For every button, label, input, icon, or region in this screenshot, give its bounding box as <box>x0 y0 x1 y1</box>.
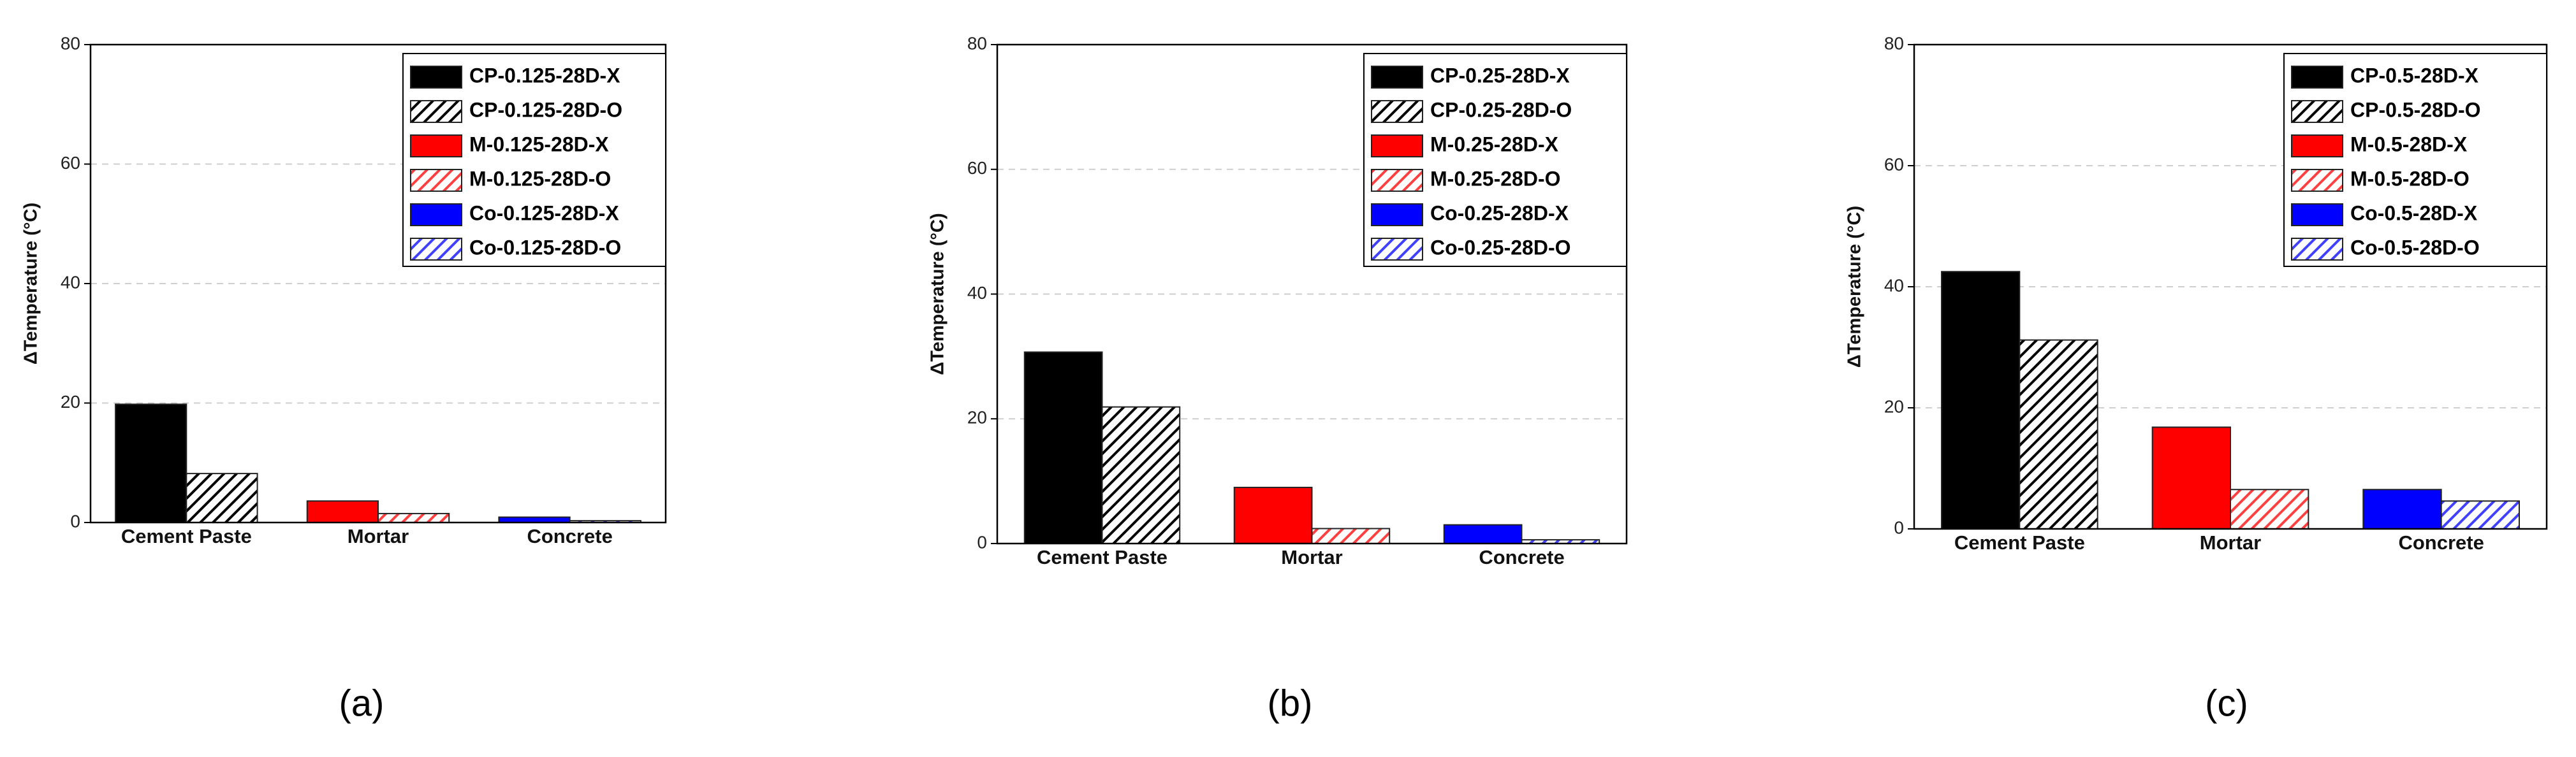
y-tick-label: 0 <box>977 532 987 552</box>
bar <box>186 473 258 523</box>
legend-swatch <box>2291 100 2343 123</box>
y-axis-label: ΔTemperature (°C) <box>21 203 41 364</box>
legend-label: M-0.5-28D-O <box>2350 167 2470 190</box>
bar <box>1233 486 1313 544</box>
y-axis-label: ΔTemperature (°C) <box>928 213 948 375</box>
chart: 0 20 40 60 80 Cement Paste Mortar Concrete ΔTemp… <box>928 33 1628 724</box>
legend-label: M-0.125-28D-O <box>469 167 611 190</box>
legend-label: Co-0.5-28D-O <box>2350 236 2480 259</box>
legend-swatch <box>1371 169 1423 192</box>
legend-swatch <box>2291 169 2343 192</box>
y-tick-label: 80 <box>61 33 80 53</box>
legend-box <box>2283 53 2547 267</box>
plot-frame <box>89 43 667 524</box>
x-tick-label: Mortar <box>2200 531 2261 554</box>
y-tick-label: 40 <box>1884 275 1904 295</box>
x-tick-label: Mortar <box>1281 546 1342 568</box>
legend-swatch <box>410 238 462 261</box>
legend-label: CP-0.25-28D-O <box>1430 98 1572 121</box>
bar <box>2440 500 2521 530</box>
legend-box <box>402 53 666 267</box>
legend-label: Co-0.5-28D-X <box>2350 201 2478 224</box>
y-tick-label: 40 <box>967 283 987 303</box>
caption: (a) <box>339 682 384 724</box>
x-tick-label: Concrete <box>1479 546 1564 568</box>
bar <box>1023 351 1103 544</box>
bar <box>1101 406 1181 544</box>
y-tick-label: 80 <box>1884 33 1904 53</box>
legend: CP-0.25-28D-X CP-0.25-28D-O M-0.25-28D-X M-… <box>1363 53 1627 267</box>
chart: 0 20 40 60 80 Cement Paste Mortar Concrete ΔTemp… <box>1845 33 2548 724</box>
bar <box>1940 271 2021 530</box>
y-tick-label: 40 <box>61 272 80 292</box>
y-tick-label: 20 <box>61 392 80 412</box>
caption: (c) <box>2205 682 2248 724</box>
bar <box>2019 339 2098 530</box>
y-tick-label: 60 <box>1884 154 1904 174</box>
y-tick-label: 60 <box>61 153 80 173</box>
legend-swatch <box>2291 203 2343 226</box>
y-tick-label: 0 <box>1894 517 1904 537</box>
legend-swatch <box>410 203 462 226</box>
legend-swatch <box>2291 134 2343 157</box>
legend-label: Co-0.25-28D-X <box>1430 201 1569 224</box>
bar <box>498 516 571 523</box>
legend-swatch <box>2291 66 2343 89</box>
legend-swatch <box>410 134 462 157</box>
y-tick-label: 20 <box>1884 396 1904 416</box>
legend: CP-0.5-28D-X CP-0.5-28D-O M-0.5-28D-X M-0.5… <box>2283 53 2547 267</box>
x-tick-label: Cement Paste <box>1954 531 2085 554</box>
bar <box>2151 426 2231 530</box>
y-tick-label: 60 <box>967 158 987 178</box>
bar <box>115 403 187 523</box>
bar <box>2362 489 2442 530</box>
legend-swatch <box>2291 238 2343 261</box>
y-tick-label: 20 <box>967 408 987 428</box>
bar <box>2230 489 2309 530</box>
legend-swatch <box>1371 203 1423 226</box>
plot-frame <box>996 43 1628 545</box>
legend-label: Co-0.125-28D-O <box>469 236 621 259</box>
x-tick-label: Concrete <box>527 525 612 547</box>
x-tick-label: Mortar <box>348 525 409 547</box>
plot-frame <box>1913 43 2548 530</box>
legend-label: M-0.25-28D-O <box>1430 167 1561 190</box>
y-axis-label: ΔTemperature (°C) <box>1845 206 1865 368</box>
legend-label: Co-0.125-28D-X <box>469 201 619 224</box>
bar <box>377 512 450 523</box>
chart: 0 20 40 60 80 Cement Paste Mortar Concrete ΔTemp… <box>21 33 667 724</box>
caption: (b) <box>1268 682 1313 724</box>
x-tick-label: Concrete <box>2398 531 2484 554</box>
legend-box <box>1363 53 1627 267</box>
y-tick-label: 80 <box>967 33 987 53</box>
legend-label: Co-0.25-28D-O <box>1430 236 1571 259</box>
legend-label: CP-0.125-28D-X <box>469 64 620 87</box>
legend-swatch <box>1371 238 1423 261</box>
y-tick-label: 0 <box>70 511 80 531</box>
legend-swatch <box>1371 134 1423 157</box>
legend-swatch <box>1371 66 1423 89</box>
legend-swatch <box>410 100 462 123</box>
legend-swatch <box>410 169 462 192</box>
legend-label: M-0.125-28D-X <box>469 133 609 155</box>
x-tick-label: Cement Paste <box>121 525 252 547</box>
legend: CP-0.125-28D-X CP-0.125-28D-O M-0.125-28D-… <box>402 53 666 267</box>
x-tick-label: Cement Paste <box>1037 546 1167 568</box>
legend-label: CP-0.5-28D-X <box>2350 64 2479 87</box>
legend-label: CP-0.5-28D-O <box>2350 98 2481 121</box>
bar <box>1311 528 1391 545</box>
bar <box>306 500 379 523</box>
legend-label: M-0.25-28D-X <box>1430 133 1559 155</box>
legend-label: M-0.5-28D-X <box>2350 133 2468 155</box>
bar <box>1443 524 1523 545</box>
legend-label: CP-0.125-28D-O <box>469 98 622 121</box>
legend-swatch <box>410 66 462 89</box>
legend-swatch <box>1371 100 1423 123</box>
legend-label: CP-0.25-28D-X <box>1430 64 1570 87</box>
